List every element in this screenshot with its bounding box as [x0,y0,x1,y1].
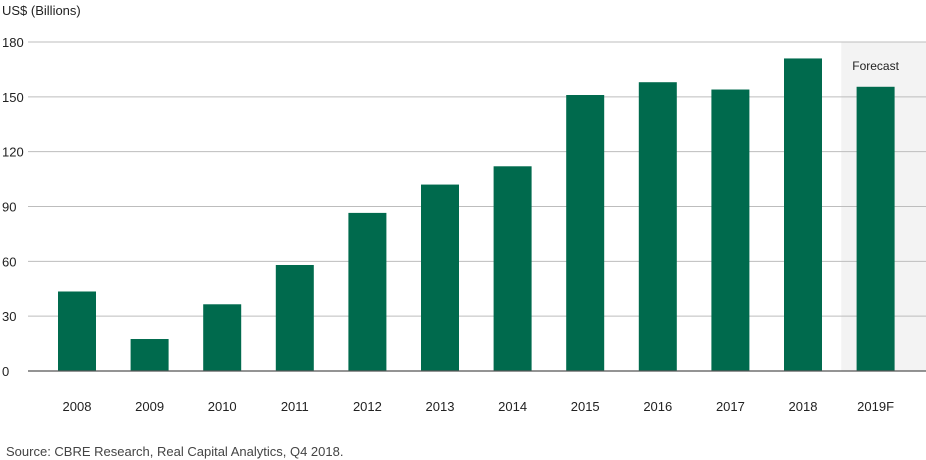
x-tick-label-2016: 2016 [643,399,672,414]
bar-2012 [348,212,387,371]
bar-2010 [203,304,242,371]
bar-2017 [711,89,750,372]
x-tick-label-2019F: 2019F [857,399,894,414]
bar-2014 [493,166,532,371]
bars [58,58,895,372]
bar-2018 [784,58,822,371]
forecast-label: Forecast [852,59,899,73]
x-tick-label-2018: 2018 [789,399,818,414]
y-tick-label-0: 0 [2,364,9,379]
bar-2019F [856,86,895,372]
x-tick-label-2008: 2008 [63,399,92,414]
bar-2013 [421,184,459,371]
bar-2008 [58,291,96,371]
x-axis-ticks: 2008 2009 2010 2011 2012 2013 2014 2015 2016 2017… [63,399,895,414]
y-axis-label: US$ (Billions) [2,3,81,18]
x-tick-label-2015: 2015 [571,399,600,414]
x-tick-label-2012: 2012 [353,399,382,414]
bar-2011 [275,264,314,371]
y-tick-label-150: 150 [2,90,24,105]
x-tick-label-2011: 2011 [281,399,309,414]
bar-2016 [638,82,677,371]
y-axis-ticks: 0 30 60 90 120 150 180 [2,35,24,379]
y-tick-label-30: 30 [2,309,16,324]
bar-2015 [566,95,605,371]
gridlines [28,41,926,317]
x-tick-label-2010: 2010 [208,399,237,414]
y-tick-label-180: 180 [2,35,24,50]
source-note: Source: CBRE Research, Real Capital Anal… [6,444,344,459]
x-tick-label-2014: 2014 [498,399,527,414]
y-tick-label-120: 120 [2,145,24,160]
y-tick-label-60: 60 [2,254,16,269]
y-tick-label-90: 90 [2,200,16,215]
x-tick-label-2013: 2013 [426,399,455,414]
x-tick-label-2017: 2017 [716,399,745,414]
x-tick-label-2009: 2009 [135,399,164,414]
bar-2009 [130,339,169,371]
